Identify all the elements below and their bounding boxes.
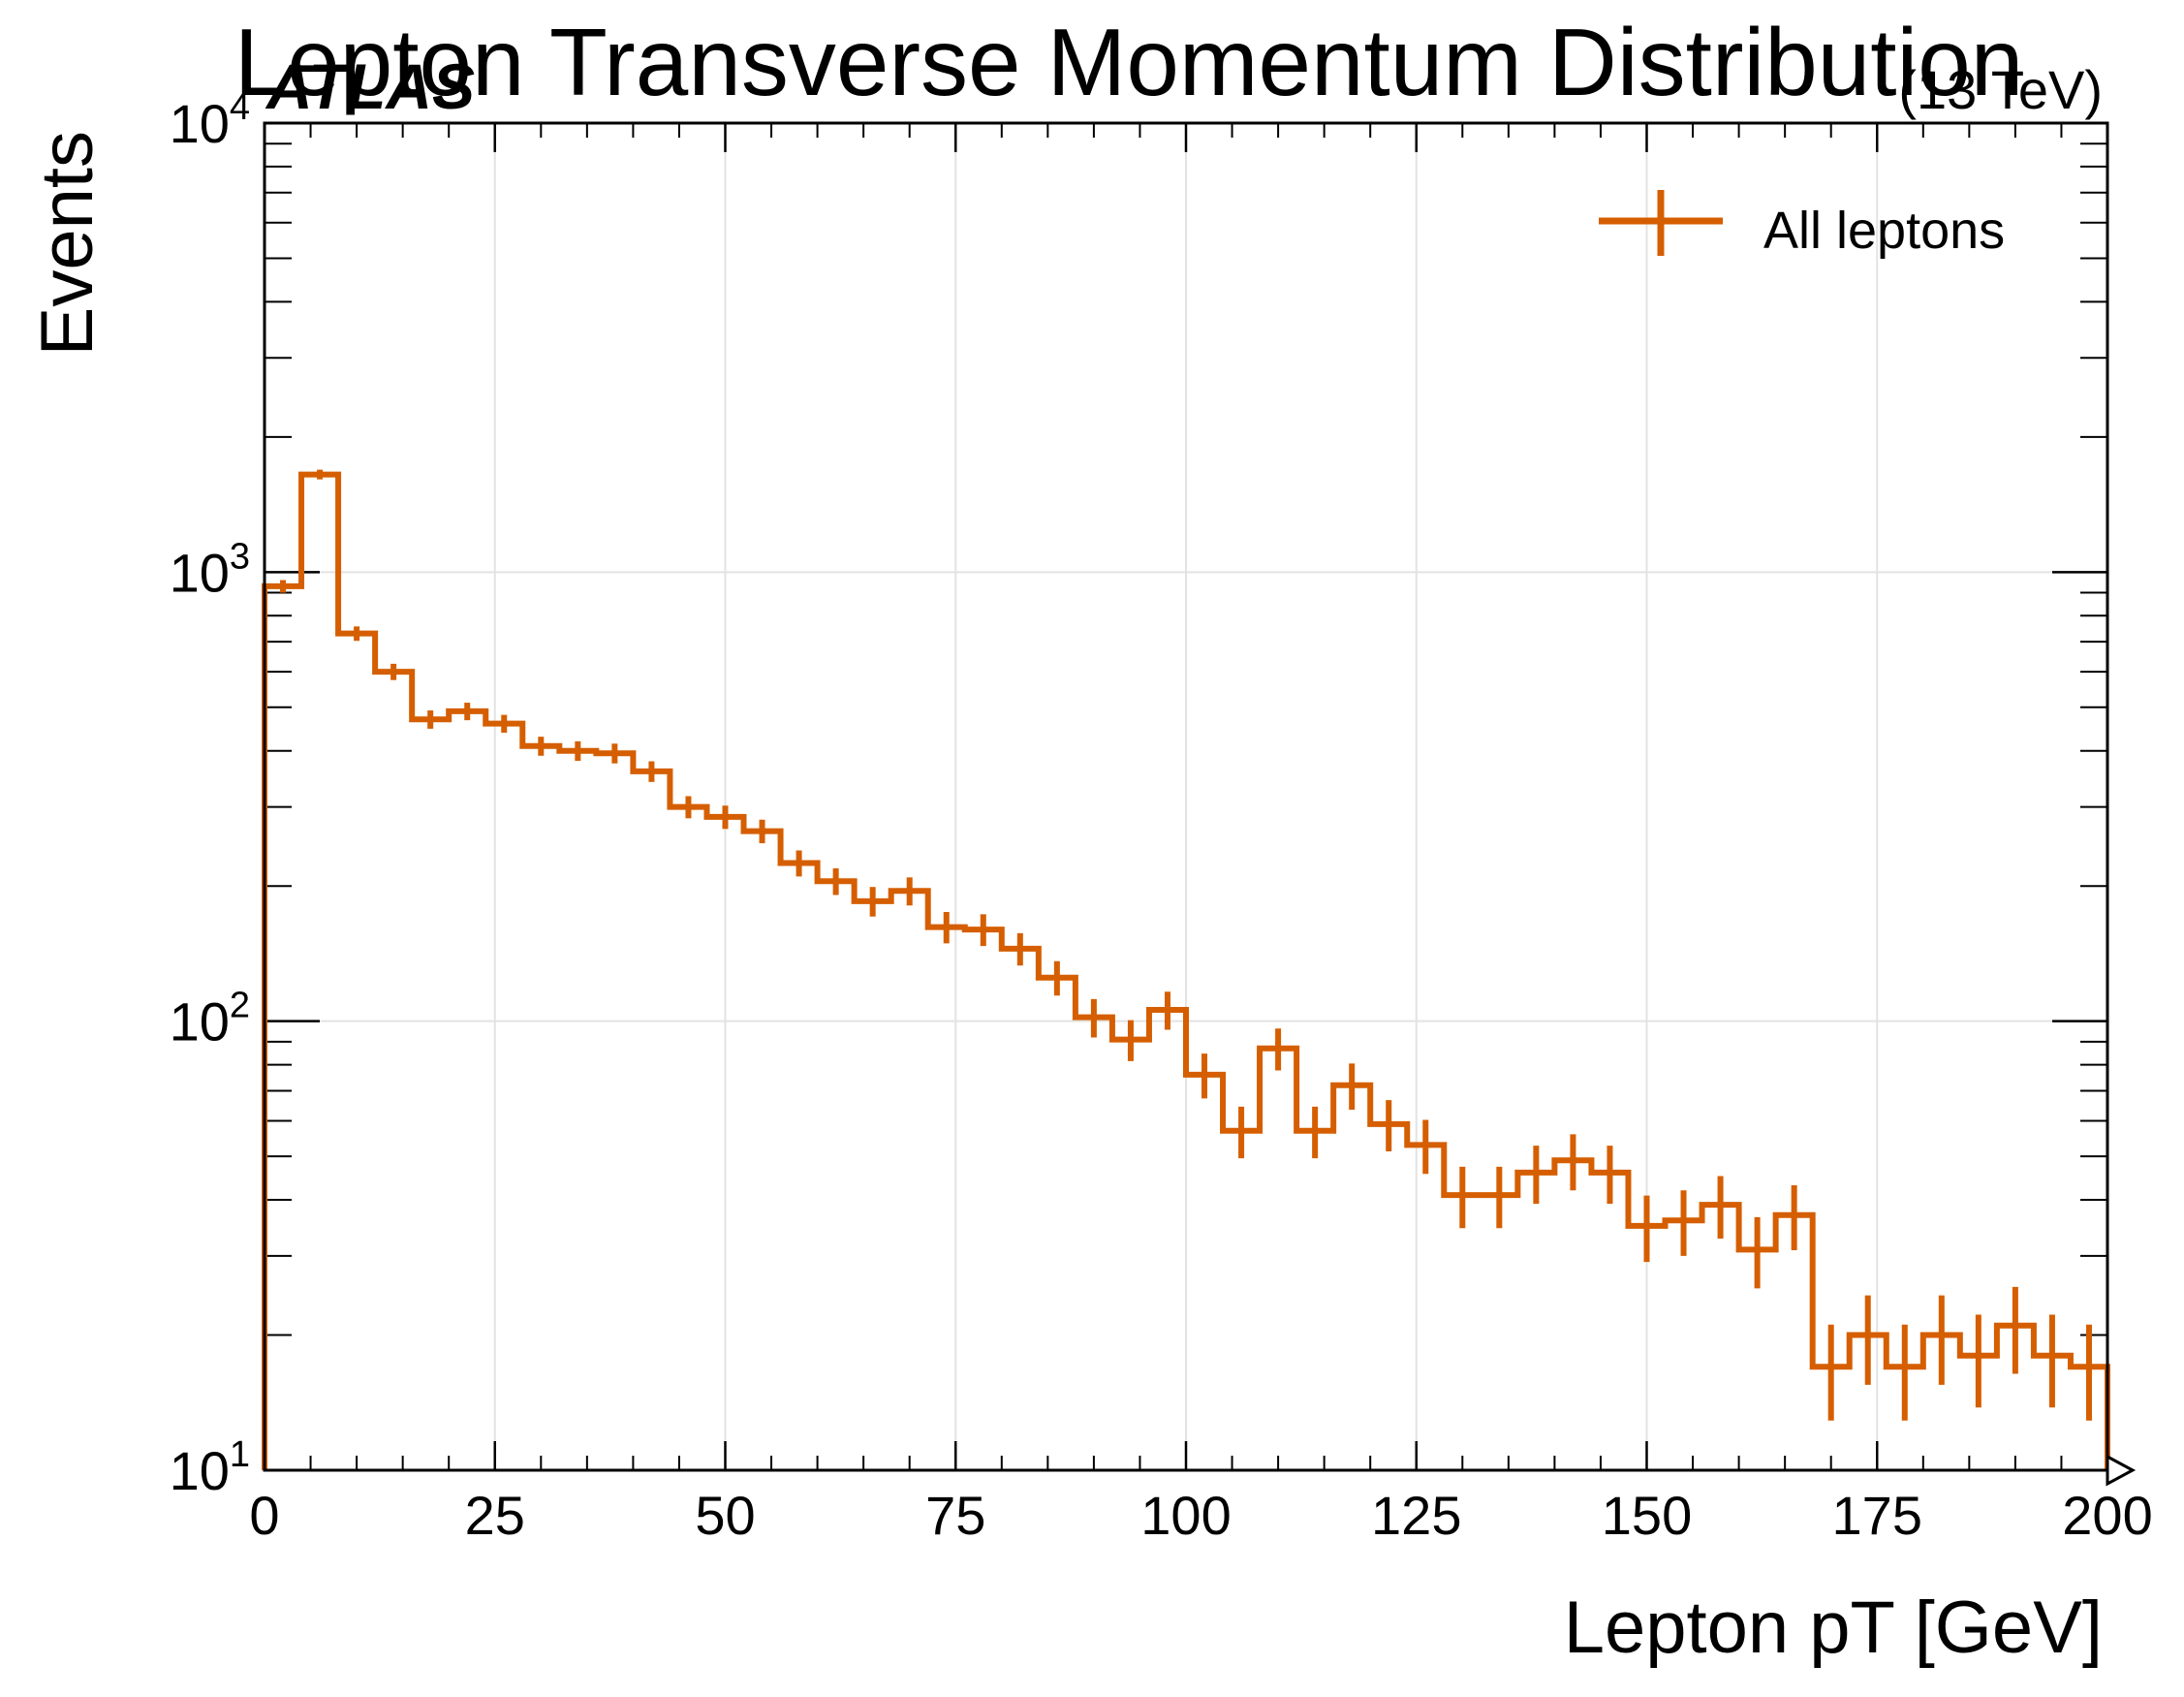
- x-tick-label: 175: [1832, 1485, 1922, 1546]
- y-tick-label: 104: [170, 87, 250, 154]
- x-tick-label: 75: [925, 1485, 985, 1546]
- x-tick-label: 100: [1140, 1485, 1231, 1546]
- y-tick-base: 10: [170, 1440, 230, 1501]
- x-axis-label: Lepton pT [GeV]: [1564, 1587, 2103, 1669]
- x-tick-label: 125: [1371, 1485, 1461, 1546]
- x-tick-label: 0: [249, 1485, 279, 1546]
- y-tick-base: 10: [170, 991, 230, 1053]
- energy-label: (13 TeV): [1898, 59, 2103, 120]
- legend-label: All leptons: [1763, 202, 2005, 260]
- grid-lines: [265, 123, 2107, 1470]
- x-tick-label: 200: [2062, 1485, 2152, 1546]
- experiment-label: ATLAS: [265, 50, 475, 122]
- series-all-leptons: [262, 469, 2110, 1470]
- legend: All leptons: [1599, 190, 2005, 260]
- y-tick-label: 103: [170, 536, 250, 603]
- y-axis-label: Events: [26, 131, 109, 356]
- y-tick-exponent: 3: [230, 536, 250, 577]
- x-tick-label: 150: [1602, 1485, 1692, 1546]
- y-tick-exponent: 4: [230, 87, 250, 128]
- y-tick-base: 10: [170, 542, 230, 603]
- y-tick-base: 10: [170, 93, 230, 154]
- y-tick-label: 102: [170, 986, 250, 1053]
- histogram-step-line: [262, 471, 2110, 1470]
- chart-title: Lepton Transverse Momentum Distribution: [234, 9, 2024, 115]
- plot-frame: [263, 121, 2109, 1472]
- y-tick-exponent: 1: [230, 1434, 250, 1475]
- x-axis-arrow: [2106, 1454, 2137, 1487]
- x-tick-label: 25: [465, 1485, 525, 1546]
- y-tick-label: 101: [170, 1434, 250, 1501]
- x-tick-label: 50: [695, 1485, 755, 1546]
- y-tick-exponent: 2: [230, 986, 250, 1026]
